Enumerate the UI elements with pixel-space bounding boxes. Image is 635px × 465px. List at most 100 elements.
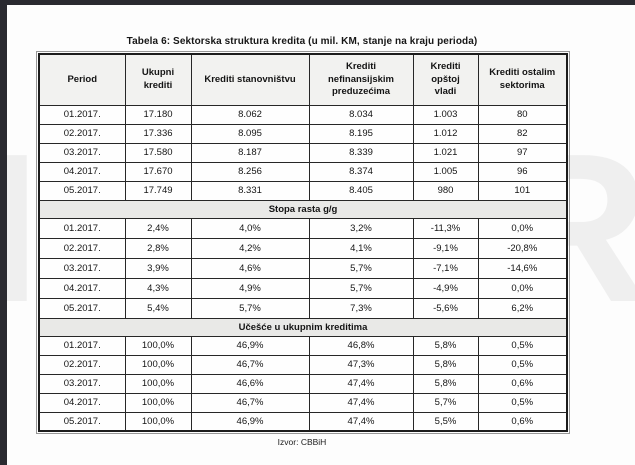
value-cell: 1.021	[412, 142, 479, 163]
value-cell: 17.180	[124, 104, 192, 125]
table-row: 04.2017. 4,3% 4,9% 5,7% -4,9% 0,0%	[38, 277, 568, 299]
period-cell: 01.2017.	[38, 217, 126, 239]
value-cell: 46,8%	[308, 335, 414, 356]
value-cell: 100,0%	[124, 354, 192, 375]
value-cell: 8.034	[308, 104, 414, 125]
value-cell: 80	[477, 104, 568, 125]
value-cell: 47,4%	[308, 373, 414, 394]
value-cell: 4,3%	[124, 277, 192, 299]
value-cell: 46,9%	[190, 335, 310, 356]
value-cell: -4,9%	[412, 277, 479, 299]
value-cell: 100,0%	[124, 335, 192, 356]
value-cell: 0,6%	[477, 411, 568, 432]
table-row: 05.2017. 17.749 8.331 8.405 980 101	[38, 180, 568, 201]
period-cell: 04.2017.	[38, 161, 126, 182]
table-row: 02.2017. 2,8% 4,2% 4,1% -9,1% -20,8%	[38, 237, 568, 259]
value-cell: 5,8%	[412, 335, 479, 356]
value-cell: 5,7%	[412, 392, 479, 413]
column-header-ukupni-krediti: Ukupni krediti	[124, 53, 192, 106]
column-header-krediti-stanovnistvu: Krediti stanovništvu	[190, 53, 310, 106]
value-cell: 47,4%	[308, 392, 414, 413]
value-cell: 96	[477, 161, 568, 182]
period-cell: 01.2017.	[38, 335, 126, 356]
sectoral-credit-table: Period Ukupni krediti Krediti stanovništ…	[36, 51, 570, 434]
table-title: Tabela 6: Sektorska struktura kredita (u…	[126, 36, 478, 47]
value-cell: 8.331	[190, 180, 310, 201]
value-cell: 4,9%	[190, 277, 310, 299]
table-row: 04.2017. 100,0% 46,7% 47,4% 5,7% 0,5%	[38, 392, 568, 413]
table-row: 03.2017. 100,0% 46,6% 47,4% 5,8% 0,6%	[38, 373, 568, 394]
value-cell: 4,1%	[308, 237, 414, 259]
value-cell: 3,9%	[124, 257, 192, 279]
value-cell: 0,5%	[477, 392, 568, 413]
value-cell: 100,0%	[124, 411, 192, 432]
table-row: 03.2017. 17.580 8.187 8.339 1.021 97	[38, 142, 568, 163]
table-row: 02.2017. 100,0% 46,7% 47,3% 5,8% 0,5%	[38, 354, 568, 375]
value-cell: 3,2%	[308, 217, 414, 239]
value-cell: 17.336	[124, 123, 192, 144]
value-cell: 4,6%	[190, 257, 310, 279]
value-cell: -9,1%	[412, 237, 479, 259]
period-cell: 02.2017.	[38, 354, 126, 375]
value-cell: 8.256	[190, 161, 310, 182]
table-row: 01.2017. 100,0% 46,9% 46,8% 5,8% 0,5%	[38, 335, 568, 356]
page-content: Tabela 6: Sektorska struktura kredita (u…	[36, 36, 570, 447]
value-cell: -11,3%	[412, 217, 479, 239]
value-cell: 17.670	[124, 161, 192, 182]
period-cell: 05.2017.	[38, 411, 126, 432]
value-cell: 2,8%	[124, 237, 192, 259]
value-cell: 980	[412, 180, 479, 201]
value-cell: 8.374	[308, 161, 414, 182]
header-row: Period Ukupni krediti Krediti stanovništ…	[38, 53, 568, 106]
column-header-period: Period	[38, 53, 126, 106]
value-cell: 46,7%	[190, 392, 310, 413]
value-cell: -7,1%	[412, 257, 479, 279]
value-cell: 8.405	[308, 180, 414, 201]
value-cell: 7,3%	[308, 297, 414, 319]
value-cell: 5,4%	[124, 297, 192, 319]
value-cell: 100,0%	[124, 373, 192, 394]
value-cell: 0,6%	[477, 373, 568, 394]
value-cell: 82	[477, 123, 568, 144]
value-cell: -20,8%	[477, 237, 568, 259]
value-cell: 8.187	[190, 142, 310, 163]
value-cell: 2,4%	[124, 217, 192, 239]
value-cell: 6,2%	[477, 297, 568, 319]
table-row: 03.2017. 3,9% 4,6% 5,7% -7,1% -14,6%	[38, 257, 568, 279]
value-cell: 47,3%	[308, 354, 414, 375]
value-cell: 101	[477, 180, 568, 201]
table-row: 05.2017. 5,4% 5,7% 7,3% -5,6% 6,2%	[38, 297, 568, 319]
value-cell: 5,7%	[308, 277, 414, 299]
table-row: 02.2017. 17.336 8.095 8.195 1.012 82	[38, 123, 568, 144]
source-note: Izvor: CBBiH	[277, 437, 327, 447]
value-cell: 100,0%	[124, 392, 192, 413]
value-cell: 97	[477, 142, 568, 163]
table-row: 04.2017. 17.670 8.256 8.374 1.005 96	[38, 161, 568, 182]
value-cell: 5,7%	[190, 297, 310, 319]
value-cell: 46,7%	[190, 354, 310, 375]
column-header-krediti-nefinansijskim: Krediti nefinansijskim preduzećima	[308, 53, 414, 106]
value-cell: 47,4%	[308, 411, 414, 432]
value-cell: 4,0%	[190, 217, 310, 239]
period-cell: 03.2017.	[38, 142, 126, 163]
section-header-row: Stopa rasta g/g	[38, 199, 568, 219]
value-cell: 1.003	[412, 104, 479, 125]
period-cell: 04.2017.	[38, 277, 126, 299]
column-header-krediti-opstoj-vladi: Krediti opštoj vladi	[412, 53, 479, 106]
period-cell: 05.2017.	[38, 180, 126, 201]
value-cell: 0,0%	[477, 217, 568, 239]
value-cell: 4,2%	[190, 237, 310, 259]
period-cell: 05.2017.	[38, 297, 126, 319]
period-cell: 04.2017.	[38, 392, 126, 413]
section-title-share: Učešće u ukupnim kreditima	[38, 317, 568, 337]
scan-frame-top	[0, 0, 635, 5]
value-cell: 5,8%	[412, 354, 479, 375]
value-cell: 46,6%	[190, 373, 310, 394]
value-cell: 1.012	[412, 123, 479, 144]
period-cell: 01.2017.	[38, 104, 126, 125]
section-header-row: Učešće u ukupnim kreditima	[38, 317, 568, 337]
value-cell: 1.005	[412, 161, 479, 182]
value-cell: 8.095	[190, 123, 310, 144]
value-cell: -14,6%	[477, 257, 568, 279]
